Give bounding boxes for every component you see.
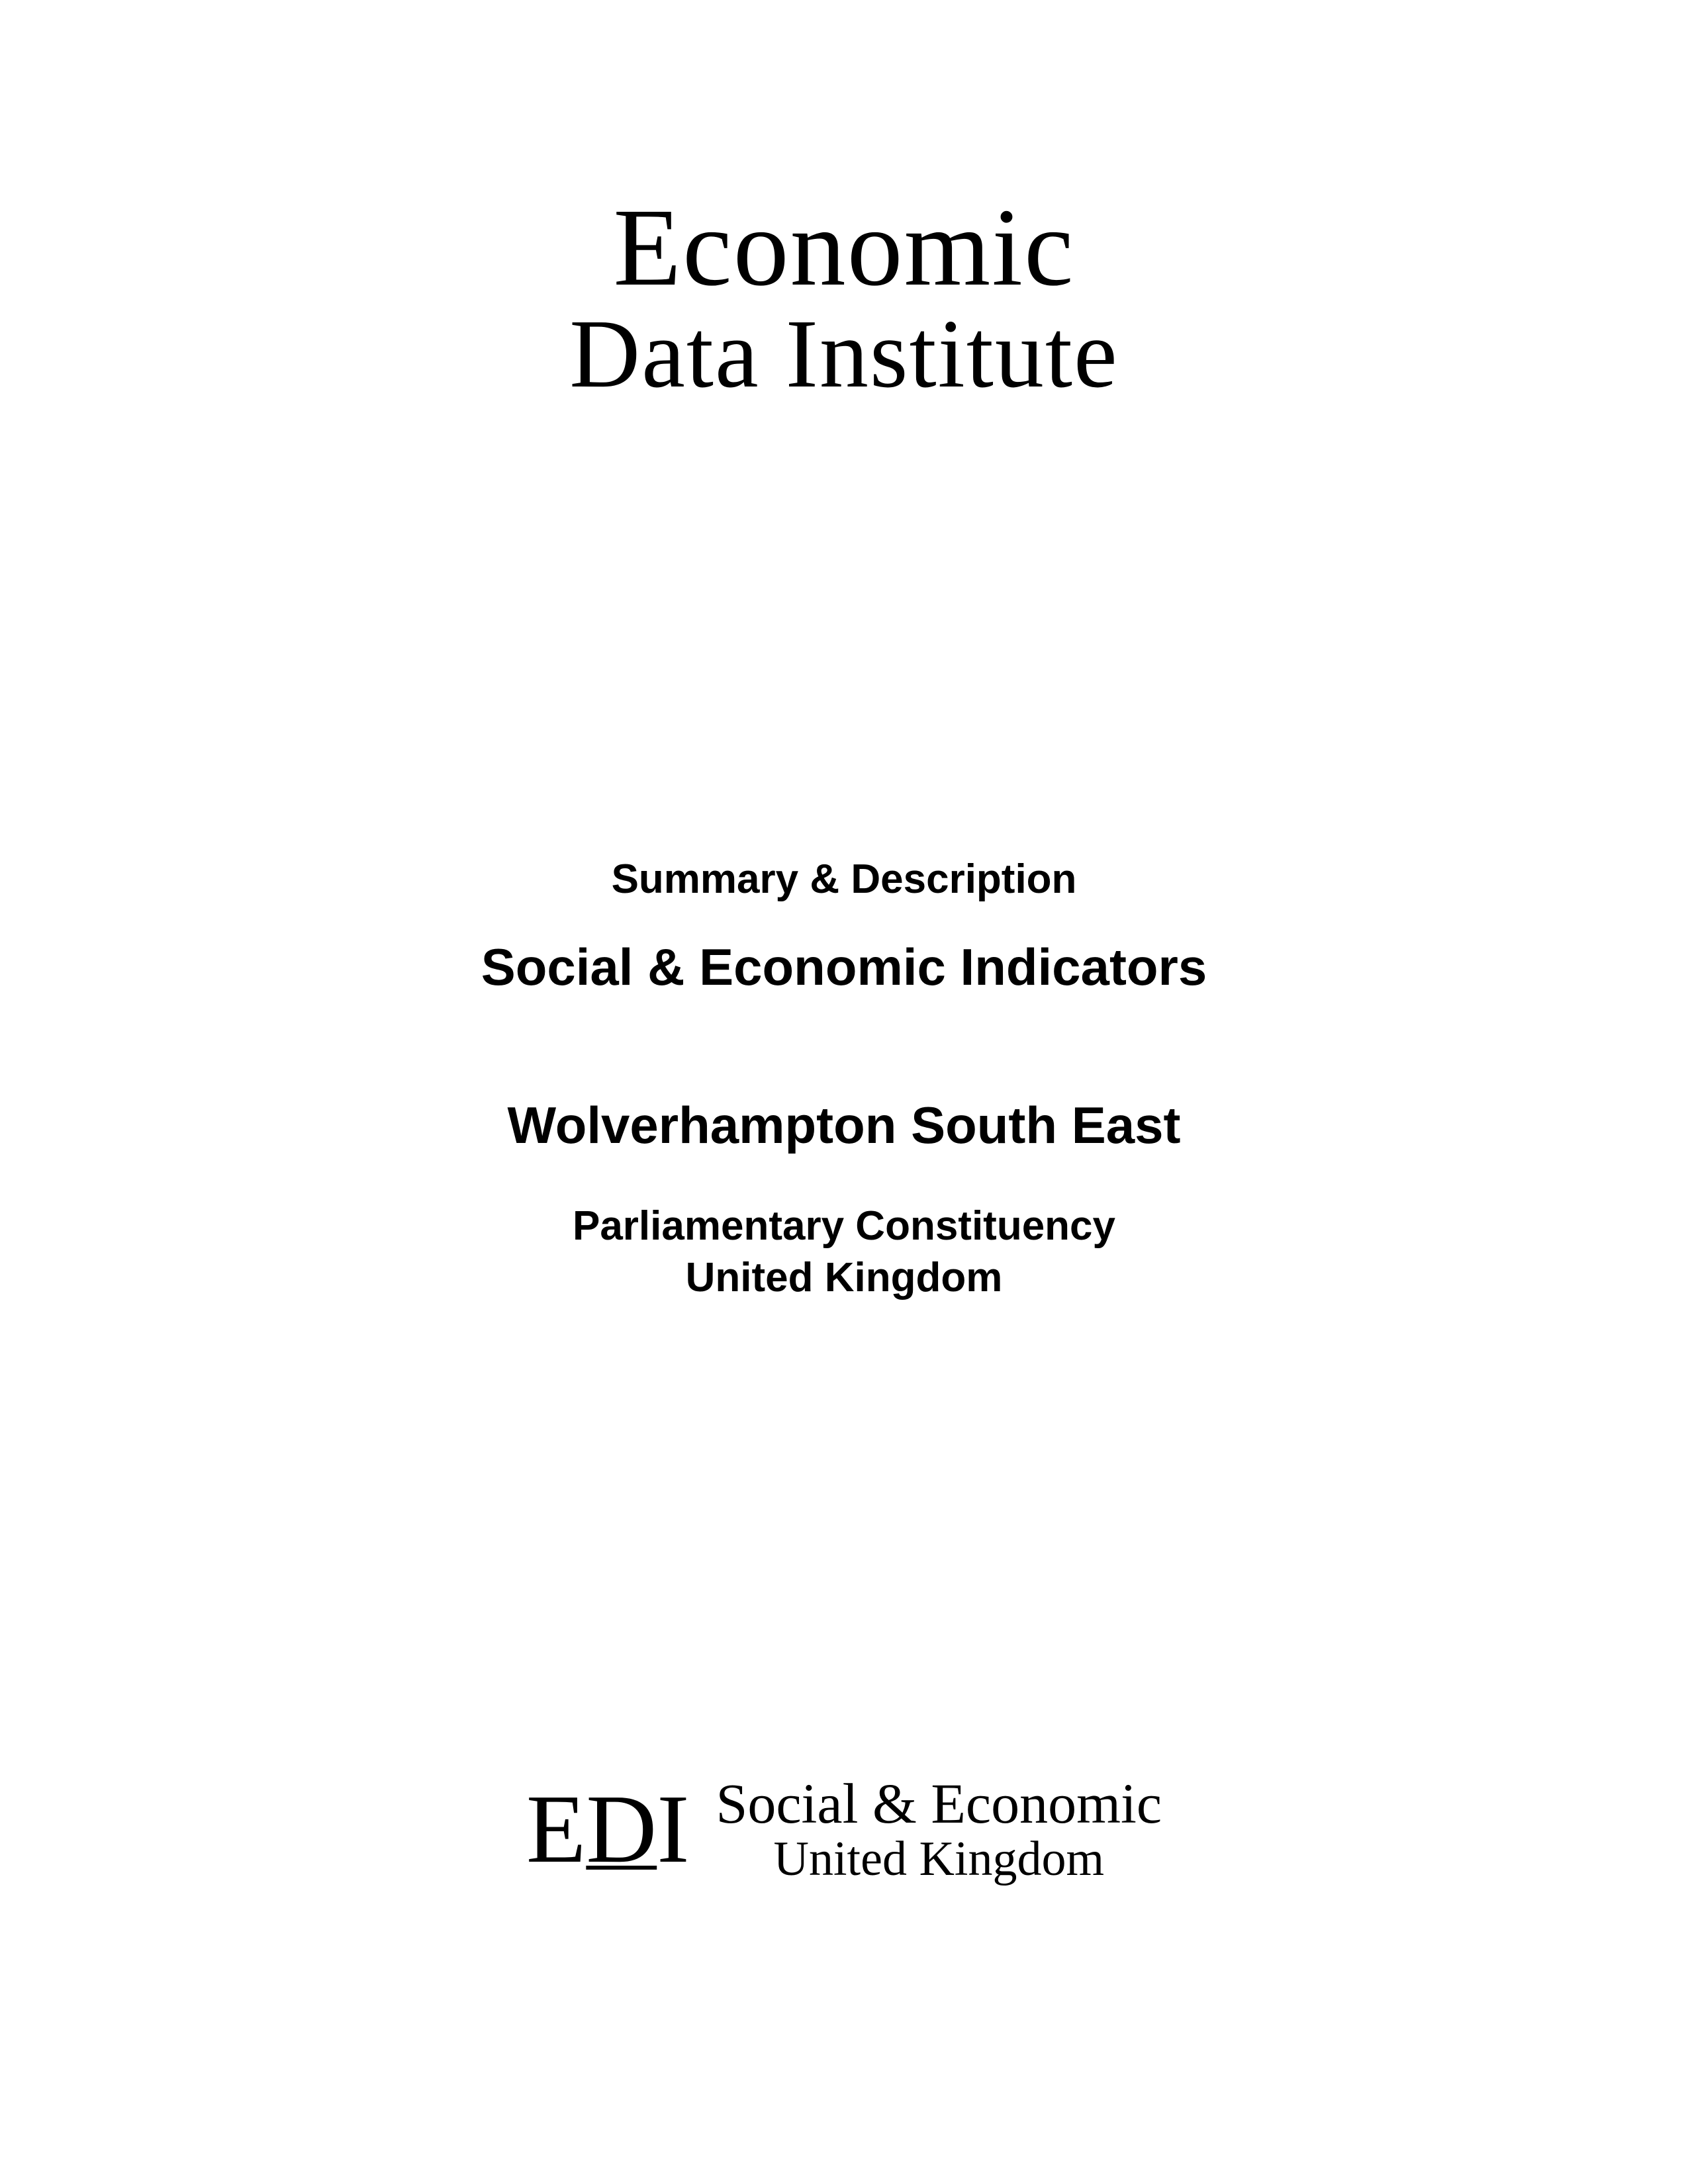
logo-bottom: EDI Social & Economic United Kingdom (526, 1773, 1162, 1886)
middle-section: Summary & Description Social & Economic … (481, 856, 1207, 1303)
constituency-type-line1: Parliamentary Constituency (481, 1201, 1207, 1252)
page-container: Economic Data Institute Summary & Descri… (0, 0, 1688, 2184)
constituency-type-line2: United Kingdom (481, 1252, 1207, 1304)
social-economic-indicators: Social & Economic Indicators (481, 937, 1207, 997)
logo-bottom-edi: EDI (526, 1773, 690, 1886)
logo-bottom-text: Social & Economic United Kingdom (716, 1774, 1162, 1885)
edi-letter-e: E (526, 1773, 586, 1886)
logo-bottom-line1: Social & Economic (716, 1774, 1162, 1833)
logo-bottom-line2: United Kingdom (716, 1834, 1162, 1886)
logo-top: Economic Data Institute (569, 192, 1118, 406)
edi-letter-i: I (657, 1773, 689, 1886)
constituency-type: Parliamentary Constituency United Kingdo… (481, 1201, 1207, 1303)
summary-description: Summary & Description (481, 856, 1207, 903)
logo-top-line1: Economic (569, 192, 1118, 303)
constituency-name: Wolverhampton South East (481, 1095, 1207, 1156)
logo-top-line2: Data Institute (569, 303, 1118, 406)
edi-letter-d: D (586, 1773, 657, 1886)
